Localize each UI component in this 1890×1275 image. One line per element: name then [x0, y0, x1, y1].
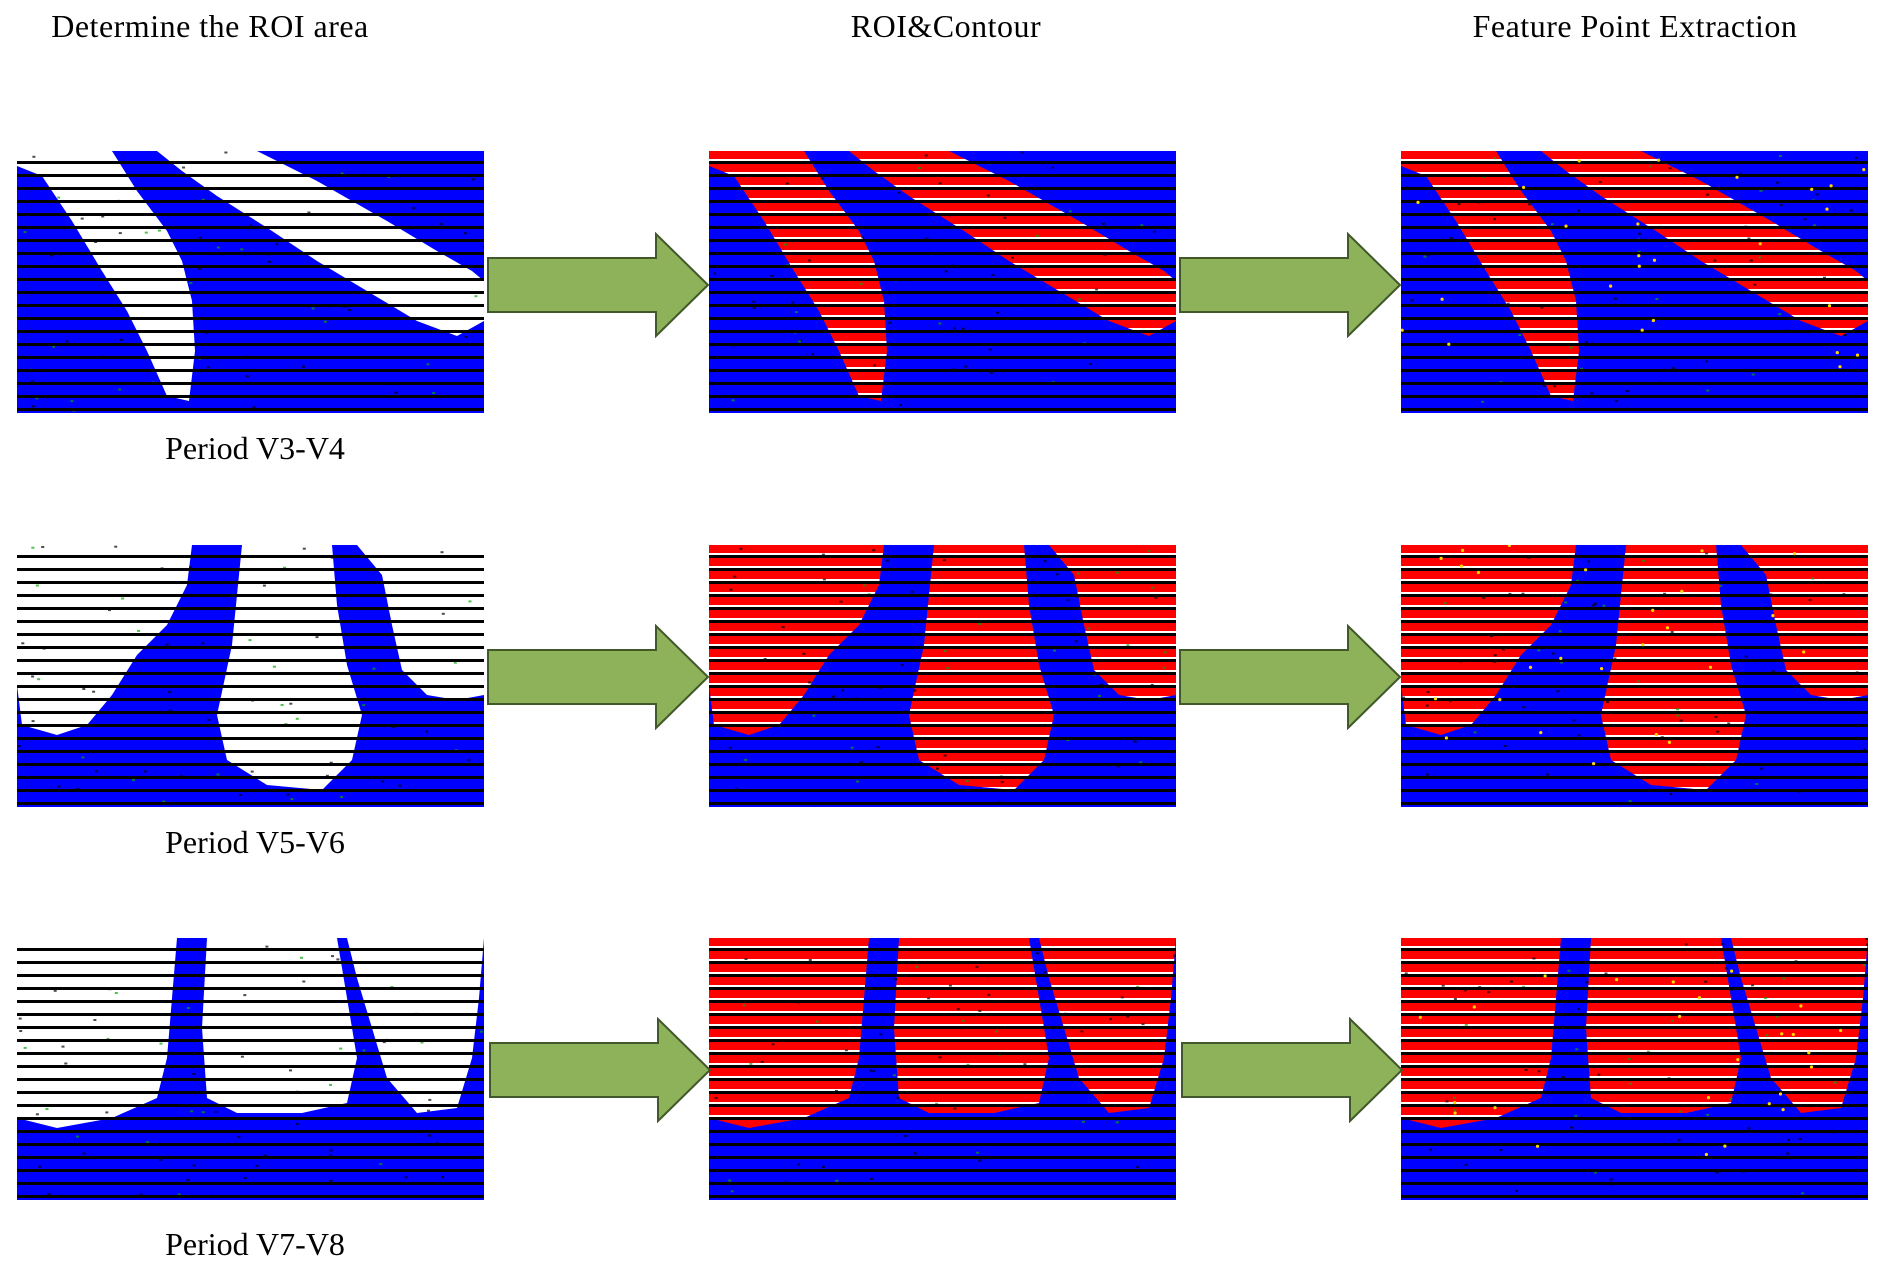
period-label-v3-v4: Period V3-V4 — [165, 430, 345, 466]
arrow-right-icon — [486, 232, 711, 338]
period-label-v7-v8: Period V7-V8 — [165, 1226, 345, 1262]
panel-v5v6-roi-contour — [709, 545, 1176, 807]
panel-v7v8-feature-points — [1401, 938, 1868, 1200]
panel-v7v8-roi-area — [17, 938, 484, 1200]
arrow-right-icon — [486, 624, 711, 730]
column-title-feature-points: Feature Point Extraction — [1472, 8, 1798, 44]
period-label-v5-v6: Period V5-V6 — [165, 824, 345, 860]
panel-v3v4-feature-points — [1401, 151, 1868, 413]
panel-v5v6-feature-points — [1401, 545, 1868, 807]
column-title-roi-area: Determine the ROI area — [51, 8, 369, 44]
panel-v3v4-roi-area — [17, 151, 484, 413]
arrow-right-icon — [1180, 1017, 1405, 1123]
column-title-roi-contour: ROI&Contour — [850, 8, 1042, 44]
panel-v3v4-roi-contour — [709, 151, 1176, 413]
arrow-right-icon — [1178, 624, 1403, 730]
arrow-right-icon — [488, 1017, 713, 1123]
panel-v5v6-roi-area — [17, 545, 484, 807]
arrow-right-icon — [1178, 232, 1403, 338]
panel-v7v8-roi-contour — [709, 938, 1176, 1200]
